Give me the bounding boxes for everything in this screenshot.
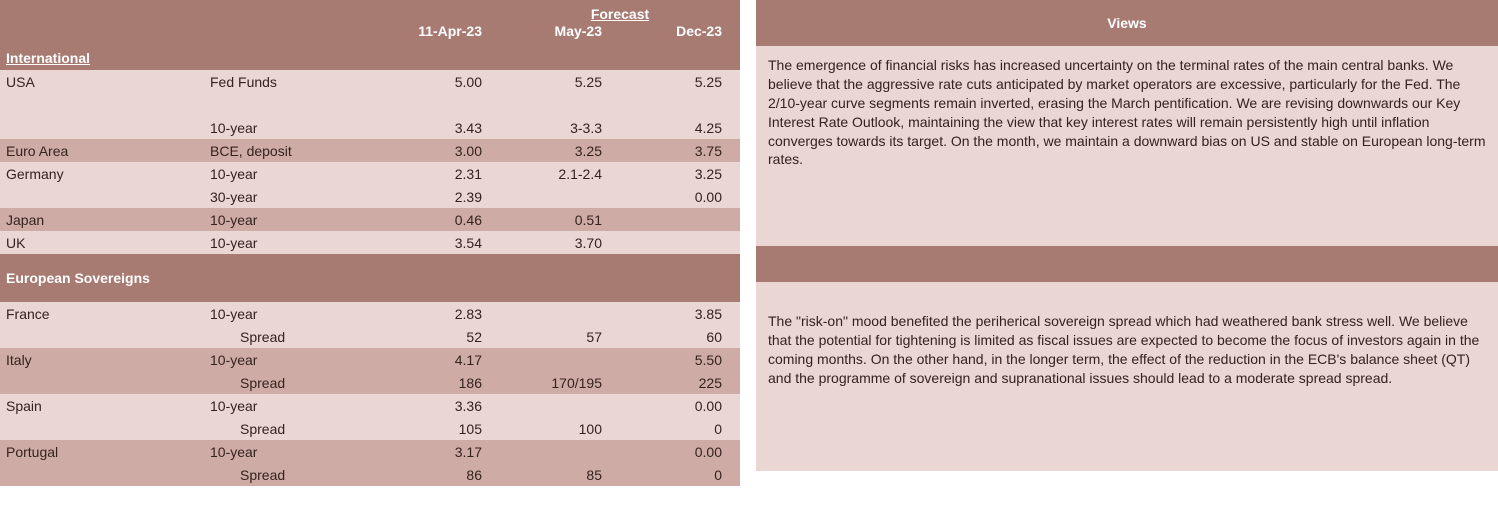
- section-international: International: [0, 46, 740, 70]
- table-row: Portugal 10-year 3.17 0.00: [0, 440, 740, 463]
- table-row: 10-year 3.43 3-3.3 4.25: [0, 116, 740, 139]
- views-text-2: The "risk-on" mood benefited the periher…: [756, 282, 1498, 471]
- header-row-1: Forecast: [0, 0, 740, 23]
- views-panel: Views The emergence of financial risks h…: [756, 0, 1498, 486]
- table-row: 30-year 2.39 0.00: [0, 185, 740, 208]
- table-row: France 10-year 2.83 3.85: [0, 302, 740, 325]
- table-row: USA Fed Funds 5.00 5.25 5.25: [0, 70, 740, 93]
- table-row: Spread 86 85 0: [0, 463, 740, 486]
- section-gap: [0, 254, 740, 266]
- views-gap: [756, 246, 1498, 282]
- table-row: [0, 93, 740, 116]
- col-dec: Dec-23: [620, 23, 740, 46]
- col-may: May-23: [500, 23, 620, 46]
- table-row: Spread 105 100 0: [0, 417, 740, 440]
- table-row: Germany 10-year 2.31 2.1-2.4 3.25: [0, 162, 740, 185]
- forecast-table: Forecast 11-Apr-23 May-23 Dec-23 Interna…: [0, 0, 740, 486]
- table-row: Spread 186 170/195 225: [0, 371, 740, 394]
- views-text-1: The emergence of financial risks has inc…: [756, 46, 1498, 246]
- table-row: UK 10-year 3.54 3.70: [0, 231, 740, 254]
- table-row: Spain 10-year 3.36 0.00: [0, 394, 740, 417]
- table-row: Euro Area BCE, deposit 3.00 3.25 3.75: [0, 139, 740, 162]
- views-title: Views: [756, 0, 1498, 46]
- section-gap: [0, 290, 740, 302]
- col-asof: 11-Apr-23: [390, 23, 500, 46]
- header-row-2: 11-Apr-23 May-23 Dec-23: [0, 23, 740, 46]
- table-row: Japan 10-year 0.46 0.51: [0, 208, 740, 231]
- section-eusov: European Sovereigns: [0, 266, 740, 290]
- forecast-label: Forecast: [500, 6, 740, 23]
- table-row: Spread 52 57 60: [0, 325, 740, 348]
- table-row: Italy 10-year 4.17 5.50: [0, 348, 740, 371]
